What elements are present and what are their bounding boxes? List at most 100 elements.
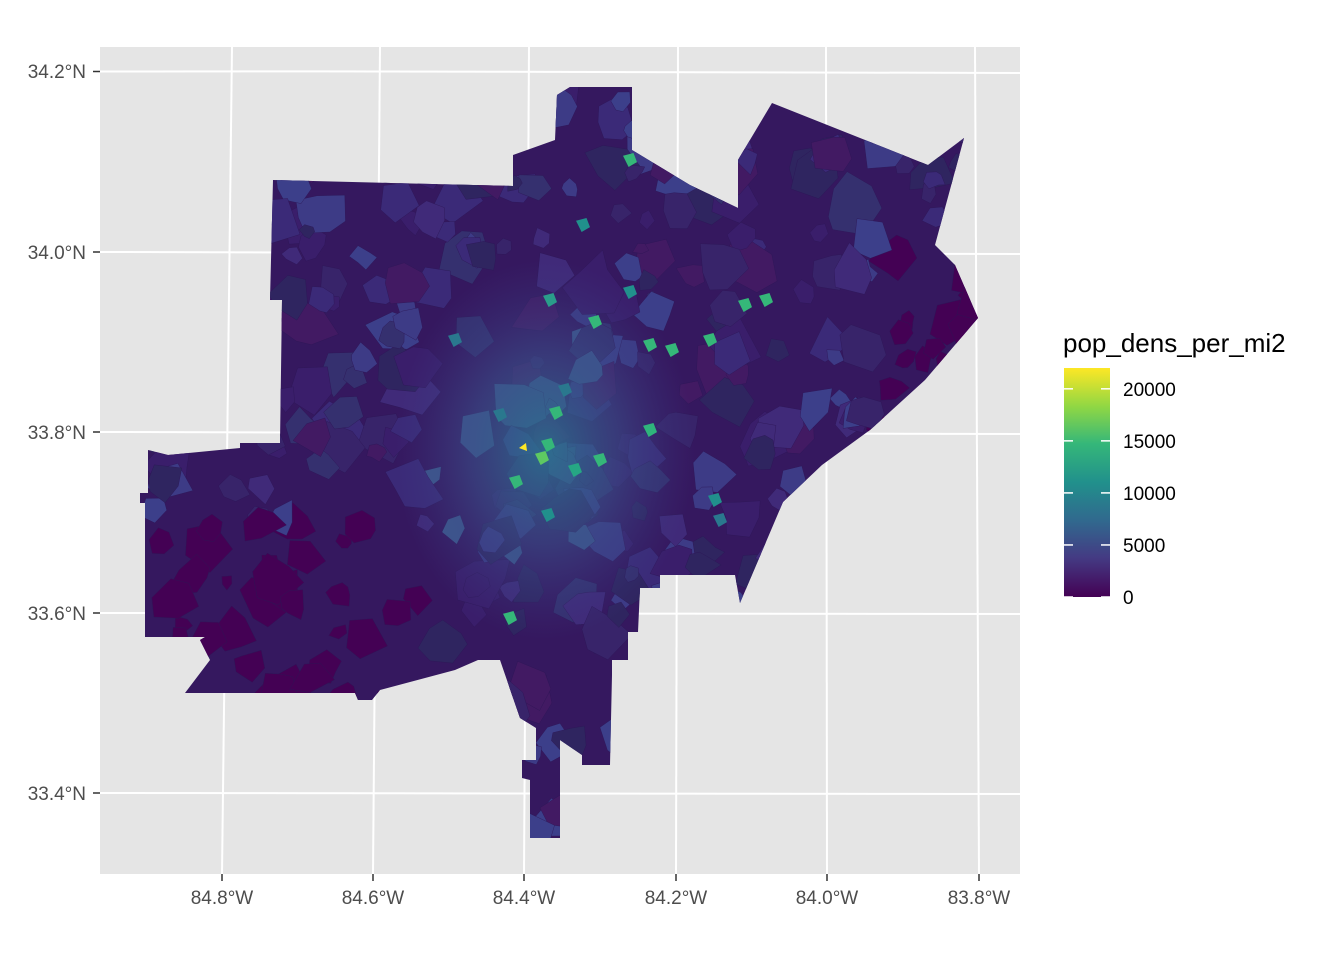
high-density-tract <box>665 343 679 357</box>
x-tick-label: 83.8°W <box>948 888 1011 909</box>
census-tract <box>403 585 433 617</box>
census-tract <box>308 286 335 313</box>
y-tick-label: 33.6°N <box>28 604 86 625</box>
y-tick-label: 33.8°N <box>28 423 86 444</box>
census-tract <box>809 223 829 243</box>
y-tick-33.4: 33.4°N <box>28 784 100 805</box>
urban-core-glow <box>395 260 695 640</box>
census-tract <box>287 540 327 575</box>
high-density-tract <box>576 218 590 232</box>
census-tract <box>923 337 947 360</box>
legend-label: 5000 <box>1123 536 1165 557</box>
legend-ticks: 20000 15000 10000 5000 0 <box>1064 380 1176 609</box>
high-density-tract <box>541 508 555 522</box>
high-density-tract <box>543 293 557 307</box>
high-density-tract <box>643 338 657 352</box>
census-tract <box>692 486 715 511</box>
census-tract <box>726 221 756 252</box>
latitude-line-34.2 <box>99 70 1021 74</box>
high-density-tracts <box>448 153 773 625</box>
high-density-tract <box>509 475 523 489</box>
census-tract <box>833 242 872 295</box>
census-tract <box>923 171 946 190</box>
census-tract <box>148 527 175 555</box>
high-density-tract <box>623 153 637 167</box>
high-density-tract <box>713 513 727 527</box>
census-tract <box>799 387 833 432</box>
census-tract <box>292 417 331 457</box>
census-tract <box>894 348 917 369</box>
census-tract <box>287 366 333 416</box>
high-density-tract <box>541 438 555 452</box>
x-tick-label: 84.2°W <box>645 888 708 909</box>
census-tract <box>328 624 348 640</box>
census-tract <box>392 307 423 341</box>
high-density-tract <box>759 293 773 307</box>
high-density-tract <box>568 463 582 477</box>
y-tick-34.0: 34.0°N <box>28 243 100 264</box>
legend-label: 10000 <box>1123 484 1176 505</box>
x-tick-84.6: 84.6°W <box>342 874 405 909</box>
peak-density-tract <box>519 443 527 451</box>
census-tract <box>346 618 388 660</box>
high-density-tract <box>643 423 657 437</box>
census-tract <box>221 575 233 591</box>
census-tract <box>709 290 748 327</box>
census-tract <box>632 243 650 254</box>
census-tract <box>344 510 376 544</box>
high-density-tract <box>703 333 717 347</box>
census-tract <box>889 319 914 346</box>
census-tract <box>247 474 275 505</box>
census-tract <box>148 464 183 503</box>
x-tick-84.8: 84.8°W <box>191 874 253 909</box>
legend-label: 20000 <box>1123 380 1176 401</box>
legend-title: pop_dens_per_mi2 <box>1063 328 1286 358</box>
census-tract <box>351 341 378 373</box>
census-tract <box>839 324 887 373</box>
y-tick-label: 34.0°N <box>28 243 86 264</box>
high-density-tract <box>623 285 637 299</box>
census-tract <box>792 279 815 304</box>
census-tract <box>325 582 351 607</box>
census-tract <box>281 246 303 265</box>
y-tick-label: 33.4°N <box>28 784 86 805</box>
y-axis: 34.2°N 34.0°N 33.8°N 33.6°N 33.4°N <box>28 62 100 805</box>
census-tract <box>323 396 364 430</box>
census-tract <box>719 500 761 538</box>
census-tract <box>532 227 551 249</box>
x-tick-label: 84.6°W <box>342 888 405 909</box>
census-tract <box>765 338 790 362</box>
y-tick-33.6: 33.6°N <box>28 604 100 625</box>
census-tract <box>243 507 287 542</box>
longitude-line-83.8 <box>974 46 980 875</box>
high-density-tract <box>738 298 752 312</box>
census-tract <box>366 443 388 463</box>
color-legend: pop_dens_per_mi2 20000 15000 10000 5000 0 <box>1063 328 1286 609</box>
census-tract <box>714 331 751 376</box>
high-density-tract <box>493 408 507 422</box>
census-tract <box>381 599 412 626</box>
census-tract <box>639 209 656 230</box>
census-tract <box>879 376 910 401</box>
legend-label: 15000 <box>1123 432 1176 453</box>
census-tract <box>496 238 512 255</box>
y-tick-34.2: 34.2°N <box>28 62 100 83</box>
census-tract <box>700 243 749 291</box>
high-density-tract <box>503 611 517 625</box>
census-tract <box>610 91 631 112</box>
census-tract <box>638 269 659 291</box>
census-tract <box>151 578 200 619</box>
high-density-tract <box>593 453 607 467</box>
y-tick-label: 34.2°N <box>28 62 86 83</box>
census-tract <box>417 619 468 664</box>
census-tract <box>466 241 496 271</box>
high-density-tract <box>588 315 602 329</box>
census-tract <box>699 377 755 428</box>
census-tract <box>196 513 223 542</box>
x-tick-label: 84.4°W <box>493 888 556 909</box>
census-tract <box>380 181 420 224</box>
census-tract <box>624 165 645 183</box>
x-tick-label: 84.0°W <box>796 888 859 909</box>
census-tract <box>811 136 852 172</box>
high-density-tract <box>708 493 722 507</box>
